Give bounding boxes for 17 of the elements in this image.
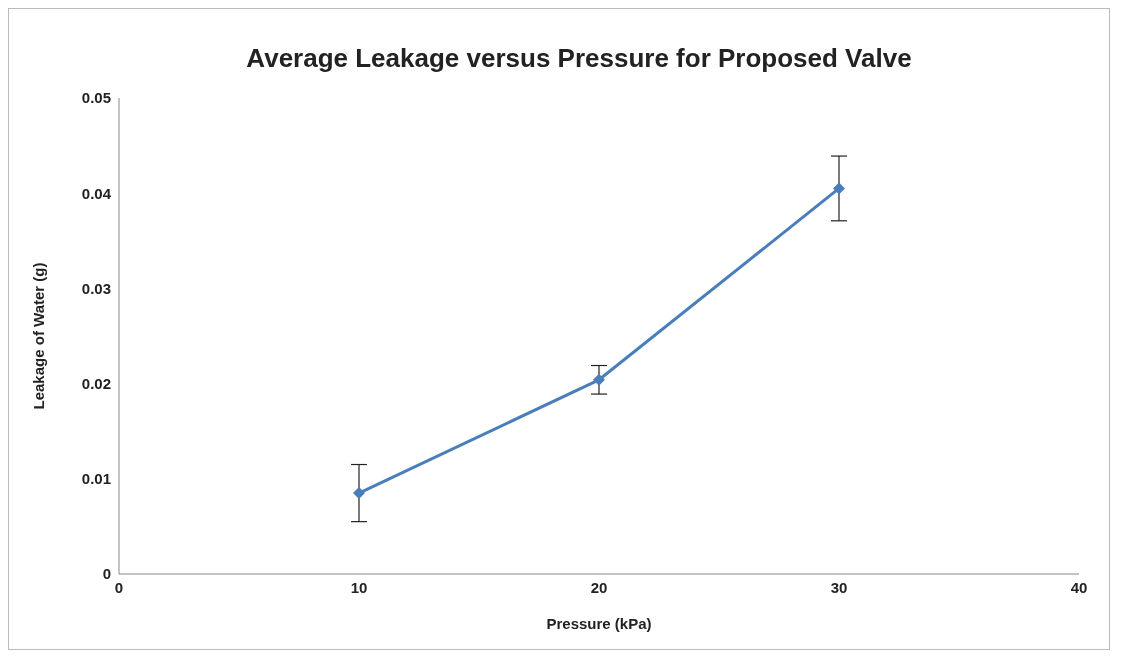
x-tick-label: 30 [830, 578, 848, 596]
y-tick-label: 0.05 [81, 89, 111, 107]
chart-title: Average Leakage versus Pressure for Proposed Valve [245, 43, 913, 74]
y-tick-label: 0.01 [81, 470, 111, 488]
y-axis-title: Leakage of Water (g) [30, 262, 48, 410]
y-tick-label: 0.03 [81, 279, 111, 297]
x-tick-label: 10 [350, 578, 368, 596]
point [593, 373, 605, 386]
x-axis-title: Pressure (kPa) [546, 615, 652, 632]
y-tick-label: 0 [102, 565, 111, 583]
x-tick-label: 0 [114, 578, 124, 596]
y-tick-label: 0.02 [81, 374, 111, 392]
x-tick-label: 40 [1070, 578, 1088, 596]
point [833, 182, 845, 195]
y-tick-label: 0.04 [81, 184, 112, 202]
point [353, 487, 365, 500]
x-tick-label: 20 [590, 578, 608, 596]
